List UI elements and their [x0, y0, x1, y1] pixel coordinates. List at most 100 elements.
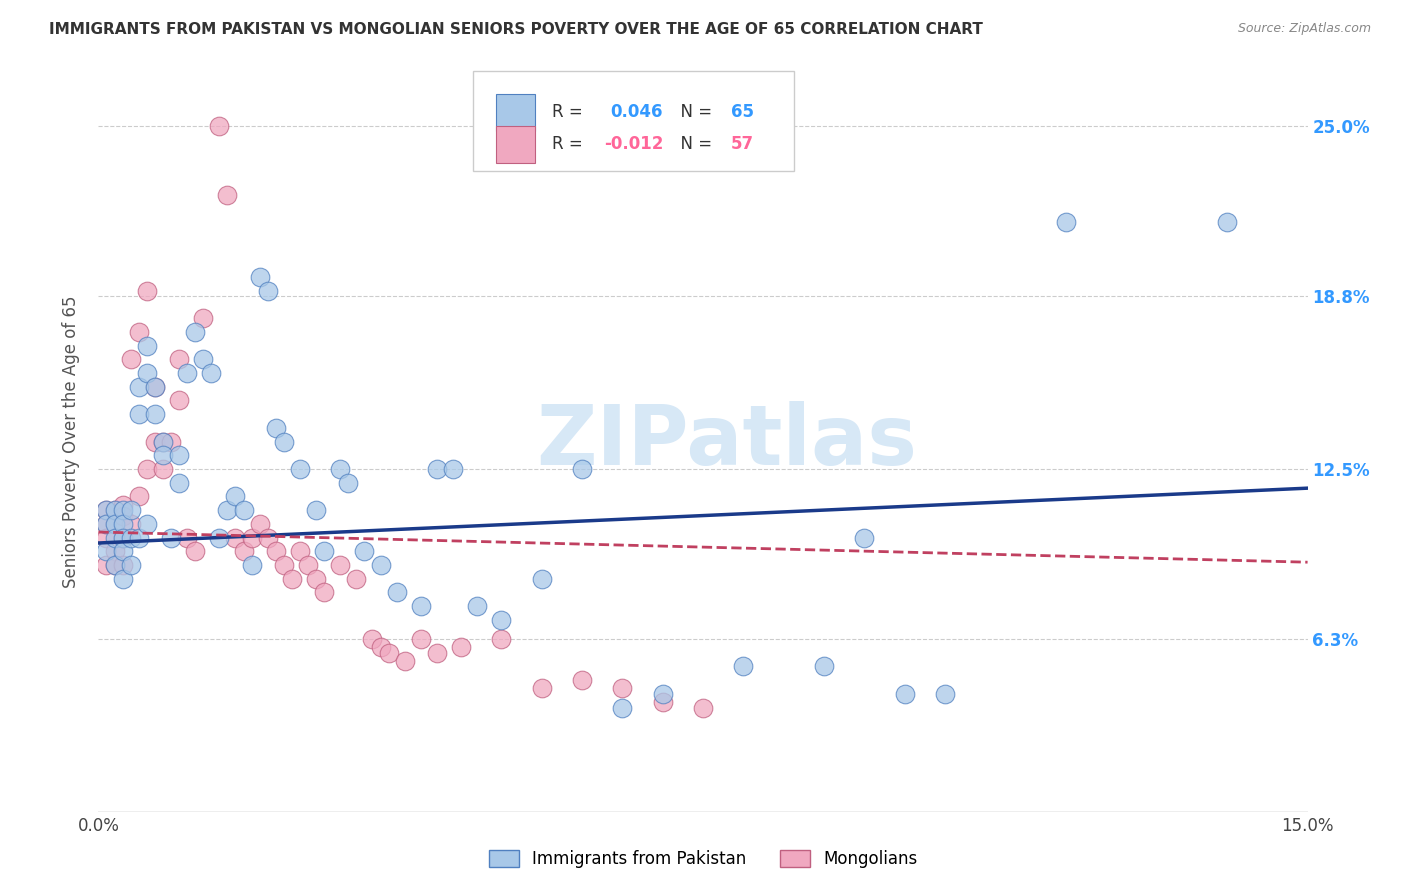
Point	[224, 531, 246, 545]
Point	[128, 380, 150, 394]
Point	[264, 544, 287, 558]
Point	[409, 599, 432, 613]
Point	[111, 572, 134, 586]
Point	[288, 544, 311, 558]
Point	[193, 352, 215, 367]
Text: R =: R =	[551, 136, 588, 153]
Point	[1054, 215, 1077, 229]
Point	[394, 654, 416, 668]
Point	[893, 687, 915, 701]
Point	[160, 434, 183, 449]
Point	[103, 558, 125, 572]
Point	[143, 407, 166, 421]
Point	[491, 632, 513, 646]
Point	[571, 462, 593, 476]
Point	[329, 558, 352, 572]
Text: 65: 65	[731, 103, 754, 121]
Point	[853, 531, 876, 545]
Text: IMMIGRANTS FROM PAKISTAN VS MONGOLIAN SENIORS POVERTY OVER THE AGE OF 65 CORRELA: IMMIGRANTS FROM PAKISTAN VS MONGOLIAN SE…	[49, 22, 983, 37]
Text: N =: N =	[671, 136, 717, 153]
Point	[232, 503, 254, 517]
Point	[120, 516, 142, 531]
Y-axis label: Seniors Poverty Over the Age of 65: Seniors Poverty Over the Age of 65	[62, 295, 80, 588]
Point	[249, 516, 271, 531]
Point	[465, 599, 488, 613]
Point	[256, 531, 278, 545]
Point	[232, 544, 254, 558]
Point	[111, 498, 134, 512]
Point	[273, 434, 295, 449]
Point	[256, 284, 278, 298]
Point	[120, 531, 142, 545]
Point	[128, 531, 150, 545]
Point	[249, 270, 271, 285]
FancyBboxPatch shape	[474, 71, 793, 171]
Point	[491, 613, 513, 627]
Point	[651, 695, 673, 709]
Point	[612, 700, 634, 714]
Point	[224, 489, 246, 503]
Legend: Immigrants from Pakistan, Mongolians: Immigrants from Pakistan, Mongolians	[482, 843, 924, 875]
Point	[120, 558, 142, 572]
Point	[288, 462, 311, 476]
Point	[143, 434, 166, 449]
Point	[103, 558, 125, 572]
Point	[111, 508, 134, 523]
Point	[264, 421, 287, 435]
Point	[344, 572, 367, 586]
Text: R =: R =	[551, 103, 593, 121]
Point	[329, 462, 352, 476]
Point	[160, 531, 183, 545]
Text: 0.046: 0.046	[610, 103, 662, 121]
Point	[353, 544, 375, 558]
Point	[135, 516, 157, 531]
Point	[143, 380, 166, 394]
Point	[813, 659, 835, 673]
Point	[934, 687, 956, 701]
FancyBboxPatch shape	[496, 94, 534, 130]
FancyBboxPatch shape	[496, 126, 534, 163]
Point	[111, 544, 134, 558]
Point	[103, 516, 125, 531]
Point	[273, 558, 295, 572]
Point	[96, 516, 118, 531]
Point	[128, 489, 150, 503]
Point	[120, 352, 142, 367]
Point	[111, 531, 134, 545]
Point	[96, 544, 118, 558]
Point	[305, 503, 328, 517]
Point	[297, 558, 319, 572]
Point	[96, 503, 118, 517]
Point	[135, 284, 157, 298]
Point	[111, 531, 134, 545]
Point	[167, 448, 190, 462]
Point	[450, 640, 472, 655]
Point	[176, 531, 198, 545]
Point	[733, 659, 755, 673]
Point	[111, 516, 134, 531]
Point	[152, 434, 174, 449]
Point	[377, 646, 399, 660]
Text: Source: ZipAtlas.com: Source: ZipAtlas.com	[1237, 22, 1371, 36]
Point	[135, 462, 157, 476]
Point	[337, 475, 360, 490]
Point	[152, 462, 174, 476]
Point	[314, 544, 336, 558]
Point	[281, 572, 304, 586]
Point	[217, 187, 239, 202]
Point	[208, 119, 231, 133]
Point	[96, 558, 118, 572]
Point	[208, 531, 231, 545]
Point	[530, 681, 553, 696]
Point	[135, 366, 157, 380]
Point	[651, 687, 673, 701]
Point	[200, 366, 222, 380]
Point	[152, 448, 174, 462]
Point	[305, 572, 328, 586]
Point	[612, 681, 634, 696]
Point	[217, 503, 239, 517]
Point	[128, 325, 150, 339]
Point	[426, 462, 449, 476]
Point	[370, 640, 392, 655]
Point	[152, 434, 174, 449]
